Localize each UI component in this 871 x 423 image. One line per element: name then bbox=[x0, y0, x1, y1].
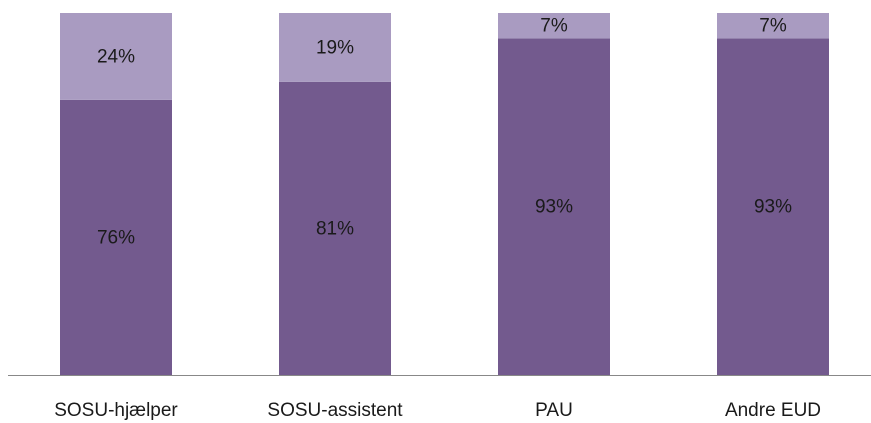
bar-segment bbox=[498, 38, 610, 376]
bar-segment bbox=[717, 13, 829, 39]
value-label: 76% bbox=[97, 227, 135, 248]
value-label: 24% bbox=[97, 46, 135, 67]
bar-segment bbox=[717, 38, 829, 376]
value-label: 7% bbox=[540, 16, 568, 37]
x-tick-label: Andre EUD bbox=[725, 400, 821, 421]
bar-segment bbox=[279, 81, 391, 375]
x-tick-label: SOSU-assistent bbox=[267, 400, 403, 421]
x-tick-label: PAU bbox=[535, 400, 573, 421]
value-label: 81% bbox=[316, 218, 354, 239]
bar-segment bbox=[60, 13, 172, 100]
value-label: 93% bbox=[754, 197, 792, 218]
bar-segment bbox=[498, 13, 610, 39]
value-label: 19% bbox=[316, 37, 354, 58]
value-label: 93% bbox=[535, 197, 573, 218]
bar-segment bbox=[60, 99, 172, 375]
value-label: 7% bbox=[759, 16, 787, 37]
bar-segment bbox=[279, 13, 391, 82]
x-tick-label: SOSU-hjælper bbox=[54, 400, 178, 421]
